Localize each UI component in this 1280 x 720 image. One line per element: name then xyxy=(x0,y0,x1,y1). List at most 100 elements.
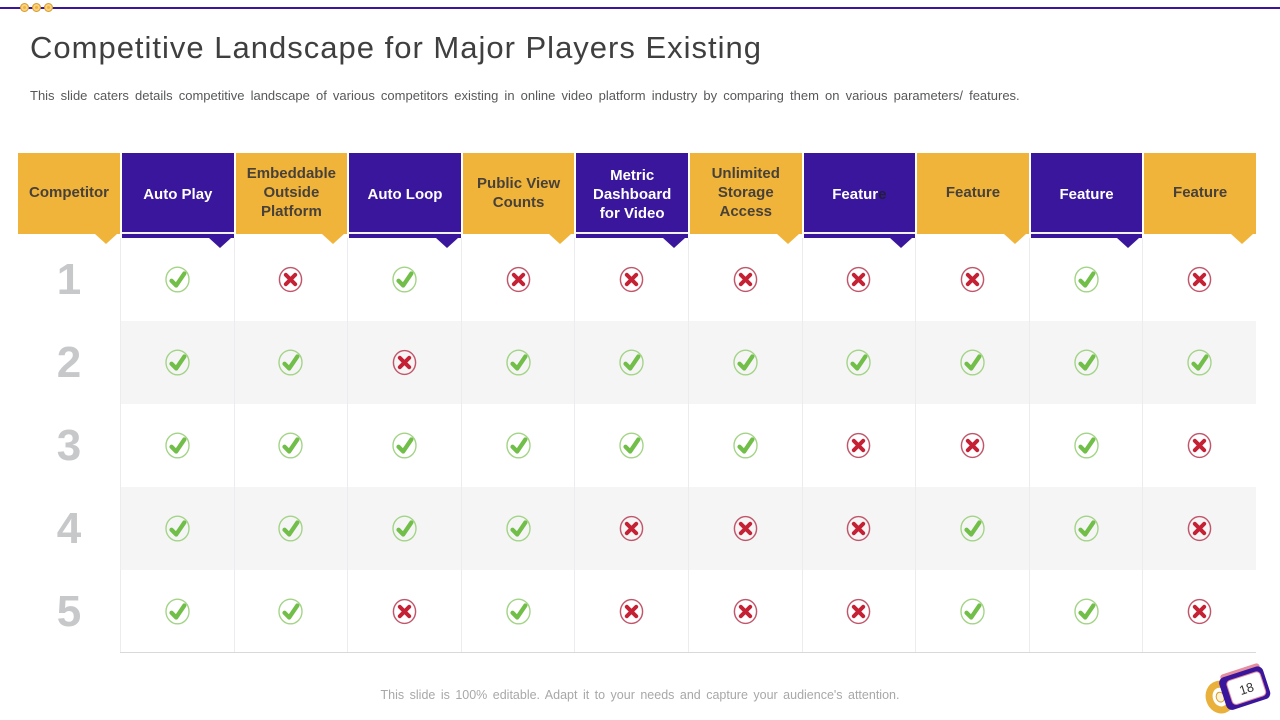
feature-cell xyxy=(1142,238,1256,321)
feature-cell xyxy=(460,570,575,652)
feature-cell xyxy=(460,487,575,570)
feature-cell xyxy=(347,487,461,570)
feature-cell xyxy=(460,404,575,487)
column-header-public-view: Public View Counts xyxy=(462,153,575,244)
check-icon xyxy=(392,432,417,459)
cross-icon xyxy=(847,432,871,459)
cross-icon xyxy=(960,432,985,459)
table-body: 1 2 3 4 5 xyxy=(18,238,1256,653)
feature-cell xyxy=(1142,321,1256,404)
feature-cell xyxy=(1028,238,1143,321)
cross-icon xyxy=(619,598,644,624)
feature-cell xyxy=(347,238,461,321)
column-header-feature-4: Feature xyxy=(1144,153,1256,244)
competitor-number: 3 xyxy=(56,420,82,470)
feature-cell xyxy=(687,487,802,570)
feature-cell xyxy=(120,487,234,570)
dot-icon xyxy=(20,3,29,12)
column-header-feature-2: Feature xyxy=(917,153,1029,244)
cross-icon xyxy=(847,515,871,542)
column-header-metric-dashboard: Metric Dashboard for Video xyxy=(576,153,688,248)
check-icon xyxy=(733,349,758,376)
feature-cell xyxy=(1028,321,1143,404)
feature-cell xyxy=(347,570,461,652)
cross-icon xyxy=(1187,432,1212,459)
check-icon xyxy=(960,515,985,542)
cross-icon xyxy=(1187,515,1212,542)
feature-cell xyxy=(233,570,348,652)
cross-icon xyxy=(506,266,530,293)
feature-cell xyxy=(574,321,688,404)
cross-icon xyxy=(619,266,644,293)
competitor-number: 2 xyxy=(56,337,82,387)
feature-cell xyxy=(915,570,1029,652)
check-icon xyxy=(1187,349,1212,376)
feature-cell xyxy=(120,238,234,321)
feature-cell xyxy=(1142,570,1256,652)
column-header-feature-1: Feature xyxy=(803,153,916,248)
feature-cell xyxy=(233,321,348,404)
page-number: 18 xyxy=(1237,679,1255,698)
feature-cell xyxy=(460,321,575,404)
check-icon xyxy=(278,432,304,459)
top-accent-line xyxy=(0,7,1280,9)
check-icon xyxy=(392,266,417,293)
feature-cell xyxy=(801,404,916,487)
check-icon xyxy=(278,515,304,542)
check-icon xyxy=(1073,266,1099,293)
feature-cell xyxy=(233,487,348,570)
check-icon xyxy=(619,432,644,459)
check-icon xyxy=(278,597,304,625)
column-header-embeddable: Embeddable Outside Platform xyxy=(235,153,348,244)
slide-dots xyxy=(20,3,53,12)
cross-icon xyxy=(619,515,644,542)
feature-cell xyxy=(120,570,234,652)
feature-cell xyxy=(801,487,916,570)
check-icon xyxy=(278,349,304,376)
check-icon xyxy=(619,349,644,376)
table-row: 4 xyxy=(18,487,1256,570)
check-icon xyxy=(505,432,531,459)
feature-cell xyxy=(1028,404,1143,487)
feature-cell xyxy=(1028,570,1143,652)
cross-icon xyxy=(733,515,758,542)
feature-marks xyxy=(120,404,1256,487)
check-icon xyxy=(165,349,190,376)
feature-cell xyxy=(915,238,1029,321)
check-icon xyxy=(165,266,190,293)
cross-icon xyxy=(847,598,871,624)
check-icon xyxy=(392,515,417,542)
competitor-number: 5 xyxy=(56,586,82,636)
cross-icon xyxy=(1187,598,1212,624)
cross-icon xyxy=(960,266,985,293)
feature-marks xyxy=(120,487,1256,570)
feature-cell xyxy=(233,404,348,487)
check-icon xyxy=(165,432,190,459)
feature-cell xyxy=(687,404,802,487)
table-row: 1 xyxy=(18,238,1256,321)
cross-icon xyxy=(847,266,871,293)
comparison-table: Competitor Auto Play Embeddable Outside … xyxy=(18,153,1256,653)
competitor-number: 1 xyxy=(56,254,82,304)
page-title: Competitive Landscape for Major Players … xyxy=(30,30,763,65)
column-header-auto-play: Auto Play xyxy=(122,153,234,248)
feature-cell xyxy=(801,321,916,404)
table-header-row: Competitor Auto Play Embeddable Outside … xyxy=(18,153,1256,248)
column-header-auto-loop: Auto Loop xyxy=(349,153,461,248)
cross-icon xyxy=(279,266,303,293)
cross-icon xyxy=(1187,266,1212,293)
feature-cell xyxy=(347,404,461,487)
feature-cell xyxy=(1028,487,1143,570)
column-header-competitor: Competitor xyxy=(18,153,120,244)
check-icon xyxy=(1073,515,1099,542)
page-number-badge: 18 xyxy=(1205,663,1271,714)
feature-cell xyxy=(687,238,802,321)
column-header-feature-3: Feature xyxy=(1030,153,1143,248)
feature-cell xyxy=(460,238,575,321)
column-header-unlimited-storage: Unlimited Storage Access xyxy=(689,153,802,244)
table-row: 3 xyxy=(18,404,1256,487)
feature-cell xyxy=(120,404,234,487)
table-row: 2 xyxy=(18,321,1256,404)
badge-face xyxy=(1226,671,1267,705)
check-icon xyxy=(1073,597,1099,625)
